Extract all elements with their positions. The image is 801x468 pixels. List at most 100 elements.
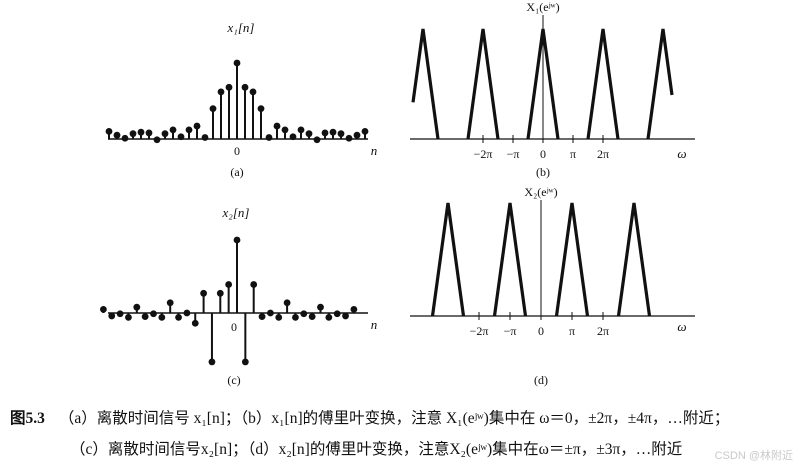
panel-a-label: (a): [230, 165, 243, 179]
panel-a-stem-marker-21: [273, 122, 281, 130]
caption-figure-label: 图5.3: [10, 410, 45, 427]
panel-a-stem-marker-16: [233, 59, 241, 67]
panel-c-stem-marker-6: [150, 310, 157, 318]
panel-a-stem-marker-23: [289, 133, 297, 141]
panel-c-stem-marker-9: [175, 313, 182, 321]
panel-c-stem-marker-25: [308, 313, 316, 321]
panel-b-tick-label-0: −2π: [474, 147, 493, 161]
panel-c-stem-marker-26: [317, 303, 324, 311]
panel-a-stem-marker-30: [345, 134, 353, 142]
panel-a-stem-marker-28: [329, 128, 337, 136]
panel-a-stem-marker-4: [137, 128, 145, 136]
panel-c-stem-marker-23: [292, 313, 299, 321]
panel-c-stem-marker-2: [116, 310, 124, 318]
panel-d-peak-0: [430, 202, 466, 317]
panel-a-stem-marker-26: [313, 136, 321, 144]
panel-b-tick-label-4: 2π: [597, 147, 609, 161]
panel-c-axis-var: n: [371, 317, 378, 332]
panel-c-label: (c): [227, 373, 240, 387]
panel-c-stem-marker-12: [200, 289, 208, 297]
panel-c-stem-marker-1: [108, 312, 116, 320]
panel-d-peak-3: [616, 202, 652, 317]
panel-d-tick-label-2: 0: [538, 324, 544, 338]
panel-a-stem-marker-10: [185, 126, 193, 134]
panel-c-stem-marker-28: [333, 310, 341, 318]
panel-a-stem-marker-18: [249, 88, 257, 96]
panel-a-stem-marker-2: [121, 134, 129, 142]
panel-a-stem-marker-7: [161, 130, 169, 138]
panel-a-stem-marker-27: [321, 129, 329, 137]
panel-c-title: x₂[n]: [222, 205, 250, 220]
panel-a-stem-marker-6: [153, 136, 161, 144]
panel-c-stem-marker-22: [283, 299, 291, 307]
panel-c-stem-marker-27: [325, 313, 333, 321]
panel-a-stems: [105, 59, 369, 144]
panel-a-stem-marker-31: [353, 131, 361, 139]
caption-text-2: （c）离散时间信号x₂[n]；（d）x₂[n]的傅里叶变换，注意X₂(eʲʷ)集…: [70, 441, 683, 458]
panel-c-stem-marker-16: [233, 236, 241, 244]
caption-text-1: （a）离散时间信号 x₁[n]；（b）x₁[n]的傅里叶变换，注意 X₁(eʲʷ…: [58, 410, 730, 427]
panel-b: −2π −π 0 π 2π X₁(eʲʷ) ω (b): [410, 0, 695, 179]
panel-a-stem-marker-12: [201, 134, 209, 141]
panel-a-stem-marker-15: [225, 83, 233, 91]
panel-c-stem-marker-14: [216, 289, 224, 297]
panel-c: x₂[n] 0 n (c): [100, 205, 377, 387]
panel-c-stem-marker-15: [225, 281, 233, 288]
panel-d-tick-label-1: −π: [504, 324, 517, 338]
panel-d-label: (d): [534, 373, 548, 387]
panel-a-stem-marker-17: [241, 83, 249, 91]
panel-d-axis-var: ω: [677, 319, 686, 334]
panel-c-stem-marker-18: [250, 281, 258, 288]
panel-b-tick-label-1: −π: [507, 147, 520, 161]
panel-c-stem-marker-3: [125, 313, 132, 321]
panel-c-stem-marker-24: [300, 310, 308, 318]
panel-c-stem-marker-0: [100, 305, 107, 313]
panel-a-origin-label: 0: [234, 144, 240, 158]
panel-d-tick-label-4: 2π: [597, 324, 609, 338]
caption-line-1: 图5.3 （a）离散时间信号 x₁[n]；（b）x₁[n]的傅里叶变换，注意 X₁…: [10, 406, 729, 428]
panel-c-stem-marker-4: [133, 303, 141, 311]
panel-c-stem-marker-19: [258, 313, 266, 321]
panel-a-stem-marker-14: [217, 88, 225, 96]
panel-a-stem-marker-19: [257, 105, 265, 112]
panel-d: −2π −π 0 π 2π X₂(eʲʷ) ω (d): [410, 185, 695, 387]
panel-b-title: X₁(eʲʷ): [526, 0, 559, 14]
panel-b-peak-0: [411, 28, 440, 140]
panel-d-tick-label-0: −2π: [470, 324, 489, 338]
panel-c-stem-marker-7: [158, 313, 166, 321]
panel-d-ticks: −2π −π 0 π 2π: [470, 312, 609, 338]
panel-a-stem-marker-0: [105, 127, 113, 135]
panel-c-stem-marker-21: [275, 313, 283, 321]
panel-a-stem-marker-13: [209, 105, 217, 112]
panel-a-stem-marker-3: [129, 130, 137, 138]
watermark: CSDN @林附近: [714, 450, 793, 462]
panel-d-peak-1: [492, 202, 528, 317]
panel-c-origin-label: 0: [231, 320, 237, 334]
panel-c-stem-marker-11: [191, 319, 199, 327]
panel-a-stem-marker-24: [297, 126, 305, 134]
panel-c-stems: [100, 236, 358, 366]
panel-a-axis-var: n: [371, 143, 378, 158]
panel-a-stem-marker-1: [113, 131, 121, 139]
panel-a-stem-marker-8: [169, 126, 177, 134]
panel-c-stem-marker-29: [342, 312, 349, 320]
panel-c-stem-marker-30: [350, 305, 358, 313]
panel-b-peak-1: [466, 28, 500, 140]
panel-b-ticks: −2π −π 0 π 2π: [474, 135, 609, 161]
panel-c-stem-marker-13: [208, 358, 216, 366]
panel-d-title: X₂(eʲʷ): [524, 185, 557, 199]
panel-a-stem-marker-32: [361, 127, 369, 135]
panel-d-spectrum: [430, 202, 652, 317]
panel-a-stem-marker-22: [281, 126, 289, 134]
panel-b-label: (b): [536, 165, 550, 179]
panel-a-stem-marker-9: [177, 133, 185, 141]
panel-b-tick-label-3: π: [570, 147, 576, 161]
panel-c-stem-marker-20: [267, 309, 274, 317]
caption-line-2: （c）离散时间信号x₂[n]；（d）x₂[n]的傅里叶变换，注意X₂(eʲʷ)集…: [70, 437, 682, 459]
panel-d-tick-label-3: π: [569, 324, 575, 338]
panel-a: x₁[n] 0 n (a): [105, 20, 378, 179]
panel-b-peak-4: [646, 28, 674, 140]
panel-a-stem-marker-29: [337, 130, 345, 138]
panel-a-stem-marker-20: [265, 134, 273, 141]
panel-b-tick-label-2: 0: [540, 147, 546, 161]
